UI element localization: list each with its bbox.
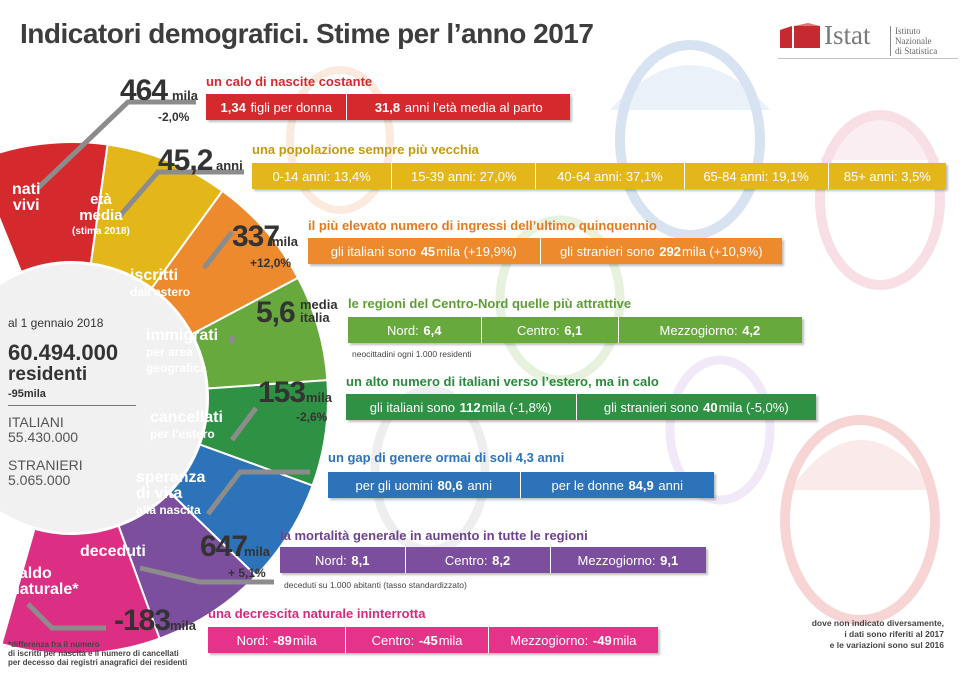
cancellati-heading: un alto numero di italiani verso l’ester… — [346, 374, 659, 389]
eta-seg-85: 85+ anni: 3,5% — [843, 168, 931, 184]
center-total: 60.494.000 — [8, 340, 119, 365]
speranza-seg-uomini: per gli uomini 80,6 anni — [328, 472, 521, 498]
iscritti-bar: gli italiani sono 45 mila (+19,9%) gli st… — [308, 238, 782, 264]
eta-seg-65-84: 65-84 anni: 19,1% — [685, 163, 829, 189]
cancellati-bar: gli italiani sono 112 mila (-1,8%) gli st… — [346, 394, 816, 420]
immigrati-heading: le regioni del Centro-Nord quelle più at… — [348, 296, 632, 311]
iscritti-change: +12,0% — [250, 256, 292, 270]
wheel-label-nati-vivi: nati vivi — [12, 181, 41, 214]
nascite-seg-figli: 1,34 figli per donna — [206, 94, 347, 120]
wheel-label-iscritti: iscritti dall’estero — [130, 267, 191, 300]
immigrati-bar: Nord: 6,4 Centro: 6,1 Mezzogiorno: 4,2 — [348, 317, 802, 343]
immigrati-seg-centro: Centro: 6,1 — [482, 317, 619, 343]
iscritti-seg-italiani: gli italiani sono 45 mila (+19,9%) — [308, 238, 541, 264]
center-foreigners-value: 5.065.000 — [8, 472, 71, 488]
saldo-seg-mezzogiorno: Mezzogiorno: -49 mila — [510, 632, 637, 648]
connector-eta — [116, 169, 244, 220]
connector-nascite — [36, 99, 196, 190]
cancellati-seg-italiani: gli italiani sono 112 mila (-1,8%) — [346, 394, 577, 420]
iscritti-value: 337 — [232, 220, 280, 253]
eta-seg-15-39: 15-39 anni: 27,0% — [392, 163, 537, 189]
deceduti-heading: la mortalità generale in aumento in tutt… — [280, 528, 588, 543]
wheel-segment-saldo — [0, 524, 161, 655]
eta-seg-40-64: 40-64 anni: 37,1% — [536, 163, 685, 189]
deceduti-value: 647 — [200, 530, 248, 563]
cancellati-unit: mila — [306, 390, 333, 405]
immigrati-seg-mezzogiorno: Mezzogiorno: 4,2 — [659, 322, 761, 338]
wheel-label-speranza: speranza di vita alla nascita — [136, 469, 206, 518]
connector-saldo — [26, 602, 106, 631]
speranza-bar: per gli uomini 80,6 anni per le donne 84… — [328, 472, 714, 498]
deceduti-seg-mezzogiorno: Mezzogiorno: 9,1 — [577, 552, 679, 568]
connector-speranza — [206, 469, 310, 516]
center-residents: residenti — [8, 364, 88, 385]
istat-logo-word: Istat — [824, 20, 871, 50]
saldo-seg-centro: Centro: -45 mila — [346, 627, 489, 653]
nascite-seg-eta-parto: 31,8 anni l’età media al parto — [374, 99, 543, 115]
immigrati-unit: media italia — [300, 297, 338, 325]
header-divider — [778, 58, 958, 59]
wheel-center-disk — [0, 264, 206, 532]
iscritti-heading: il più elevato numero di ingressi dell’u… — [308, 218, 657, 233]
eta-bar: 0-14 anni: 13,4% 15-39 anni: 27,0% 40-64… — [252, 163, 946, 189]
center-italians-label: ITALIANI — [8, 414, 64, 430]
saldo-bar: Nord: -89 mila Centro: -45 mila Mezzogiorn… — [208, 627, 658, 653]
deceduti-seg-centro: Centro: 8,2 — [406, 547, 551, 573]
eta-value: 45,2 — [158, 144, 213, 177]
wheel-label-immigrati: immigrati per area geografica — [146, 327, 219, 376]
saldo-value: -183 — [114, 604, 171, 637]
cancellati-value: 153 — [258, 376, 306, 409]
center-divider — [8, 405, 136, 406]
nascite-value: 464 — [120, 74, 168, 107]
deceduti-bar: Nord: 8,1 Centro: 8,2 Mezzogiorno: 9,1 — [280, 547, 706, 573]
deceduti-seg-nord: Nord: 8,1 — [280, 547, 407, 573]
immigrati-value: 5,6 — [256, 296, 296, 329]
iscritti-seg-stranieri: gli stranieri sono 292 mila (+10,9%) — [559, 243, 763, 259]
immigrati-seg-nord: Nord: 6,4 — [348, 317, 483, 343]
nascite-change: -2,0% — [158, 110, 190, 124]
connector-iscritti — [202, 230, 234, 270]
footnote: *differenza fra il numero di iscritti pe… — [8, 640, 188, 667]
wheel-label-saldo: saldo naturale* — [10, 565, 79, 598]
page-title: Indicatori demografici. Stime per l’anno… — [20, 18, 594, 49]
center-change: -95mila — [8, 388, 46, 400]
istat-logo-mark-icon — [780, 23, 820, 48]
wheel-label-eta-media: età media (stima 2018) — [72, 191, 130, 238]
side-note: dove non indicato diversamente, i dati s… — [811, 618, 944, 650]
center-date: al 1 gennaio 2018 — [8, 316, 104, 330]
eta-heading: una popolazione sempre più vecchia — [252, 142, 479, 157]
wheel-label-deceduti: deceduti — [80, 543, 146, 560]
deceduti-unit: mila — [244, 544, 271, 559]
eta-seg-0-14: 0-14 anni: 13,4% — [252, 163, 393, 189]
istat-logo-institute: Istituto Nazionale di Statistica — [890, 26, 958, 56]
connector-cancellati — [230, 406, 258, 442]
cancellati-change: -2,6% — [296, 410, 328, 424]
iscritti-unit: mila — [272, 234, 299, 249]
immigrati-note: neocittadini ogni 1.000 residenti — [352, 349, 472, 359]
saldo-unit: mila — [170, 618, 197, 633]
istat-logo: Istat Istituto Nazionale di Statistica — [778, 18, 958, 58]
saldo-seg-nord: Nord: -89 mila — [208, 627, 347, 653]
eta-unit: anni — [216, 158, 243, 173]
center-italians-value: 55.430.000 — [8, 429, 79, 445]
nascite-unit: mila — [172, 88, 199, 103]
center-foreigners-label: STRANIERI — [8, 457, 83, 473]
speranza-seg-donne: per le donne 84,9 anni — [551, 477, 683, 493]
nascite-heading: un calo di nascite costante — [206, 74, 373, 89]
cancellati-seg-stranieri: gli stranieri sono 40 mila (-5,0%) — [603, 399, 789, 415]
wheel-label-cancellati: cancellati per l’estero — [150, 409, 223, 442]
deceduti-note: deceduti su 1.000 abitanti (tasso standa… — [284, 580, 467, 590]
nascite-bar: 1,34 figli per donna 31,8 anni l’età med… — [206, 94, 570, 120]
deceduti-change: + 5,1% — [228, 566, 266, 580]
saldo-heading: una decrescita naturale ininterrotta — [208, 606, 426, 621]
connector-deceduti — [139, 565, 274, 585]
speranza-heading: un gap di genere ormai di soli 4,3 anni — [328, 450, 565, 465]
